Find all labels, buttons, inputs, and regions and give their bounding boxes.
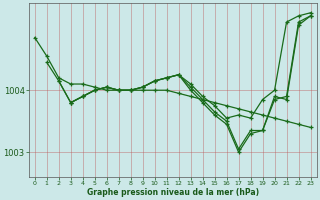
X-axis label: Graphe pression niveau de la mer (hPa): Graphe pression niveau de la mer (hPa): [87, 188, 259, 197]
